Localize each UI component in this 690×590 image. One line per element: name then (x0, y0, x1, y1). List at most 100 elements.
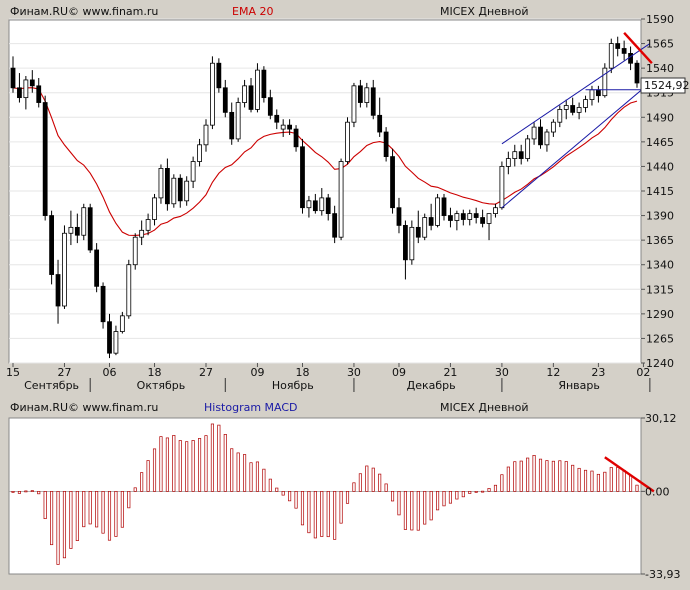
macd-bar (17, 491, 21, 494)
candle-body (377, 114, 383, 133)
macd-bar (313, 491, 317, 539)
candle-body (512, 151, 518, 159)
macd-bar (300, 491, 305, 526)
macd-bar (448, 491, 452, 504)
macd-bar (120, 491, 124, 528)
candle-body (583, 99, 588, 108)
candle-body (460, 213, 466, 220)
price-x-day-label: 09 (392, 366, 406, 379)
macd-bar (481, 490, 485, 493)
macd-bar (30, 490, 34, 492)
price-x-day-label: 30 (495, 366, 509, 379)
macd-bar (506, 466, 510, 492)
candle-body (62, 232, 67, 307)
macd-bar (191, 440, 195, 492)
macd-bar (217, 424, 221, 492)
price-y-tick-label: 1340 (646, 259, 674, 272)
macd-bar (629, 475, 633, 492)
macd-bar (500, 474, 504, 492)
candle-body (171, 177, 177, 205)
macd-bar (133, 487, 137, 492)
macd-y-tick-label: 30,12 (645, 412, 677, 425)
candle-body (428, 217, 434, 226)
macd-bar (165, 437, 169, 492)
macd-bar (140, 472, 144, 492)
macd-bar (532, 455, 536, 492)
macd-bar (436, 491, 440, 511)
price-x-month-label: Ноябрь (272, 379, 314, 392)
macd-bar (461, 491, 465, 498)
candle-body (325, 197, 331, 215)
macd-bar (88, 491, 92, 525)
price-x-day-label: 12 (546, 366, 560, 379)
candle-body (441, 197, 447, 216)
price-x-day-label: 18 (295, 366, 309, 379)
candle-body (589, 89, 595, 100)
candle-body (473, 213, 479, 218)
macd-bar (345, 491, 350, 504)
candle-body (87, 207, 93, 251)
macd-bar (43, 491, 47, 520)
macd-bar (56, 491, 60, 565)
price-x-day-label: 09 (250, 366, 264, 379)
candle-body (608, 43, 614, 69)
macd-bar (230, 448, 234, 492)
price-y-tick-label: 1390 (646, 210, 674, 223)
last-price-tag (640, 77, 686, 94)
macd-bar (255, 461, 260, 492)
macd-bar (390, 491, 395, 502)
macd-bar (423, 491, 427, 525)
macd-bar (519, 460, 523, 492)
candle-body (505, 158, 511, 167)
candle-body (364, 87, 370, 103)
ema-layer (12, 87, 638, 236)
candle-body (42, 102, 48, 216)
candle-body (357, 85, 363, 103)
top-source-label: Финам.RU© www.finam.ru (10, 5, 158, 18)
candle-body (319, 197, 325, 212)
macd-bar (365, 465, 369, 492)
price-y-tick-label: 1540 (646, 62, 674, 75)
price-y-tick-label: 1240 (646, 357, 674, 370)
macd-bar (198, 438, 202, 492)
last-price-value: 1524,92 (644, 79, 690, 92)
candle-body (23, 79, 29, 99)
macd-bar (101, 491, 105, 534)
candle-body (190, 161, 196, 182)
channel-lower-line (501, 82, 651, 209)
macd-bars-layer (9, 423, 655, 565)
candle-body (287, 124, 293, 130)
price-y-tick-label: 1465 (646, 136, 674, 149)
macd-bar (455, 491, 459, 500)
macd-y-tick-label: -33,93 (645, 568, 680, 581)
macd-bar (62, 491, 67, 559)
macd-bar (11, 491, 15, 493)
price-x-day-label: 30 (347, 366, 361, 379)
price-y-tick-label: 1265 (646, 332, 674, 345)
macd-bar (468, 491, 472, 494)
candle-body (17, 87, 22, 99)
top-indicator-label: EMA 20 (232, 5, 273, 18)
candle-body (10, 67, 16, 89)
macd-bar (37, 491, 41, 495)
candle-body (100, 285, 106, 323)
candles-layer (10, 36, 640, 359)
macd-bar (204, 435, 208, 492)
macd-bar (397, 491, 401, 516)
candle-body (49, 215, 54, 275)
candle-body (36, 85, 42, 103)
candle-body (338, 161, 344, 238)
candle-body (383, 131, 389, 157)
candle-body (538, 126, 543, 146)
candle-body (351, 85, 357, 123)
macd-bar (603, 471, 607, 492)
macd-bar (590, 470, 594, 492)
macd-bar (281, 491, 285, 496)
candle-body (184, 180, 190, 202)
macd-y-tick-label: 0.00 (645, 485, 670, 498)
candle-body (403, 224, 408, 261)
price-x-day-label: 18 (148, 366, 162, 379)
macd-bar (95, 491, 99, 528)
price-x-day-label: 15 (6, 366, 20, 379)
